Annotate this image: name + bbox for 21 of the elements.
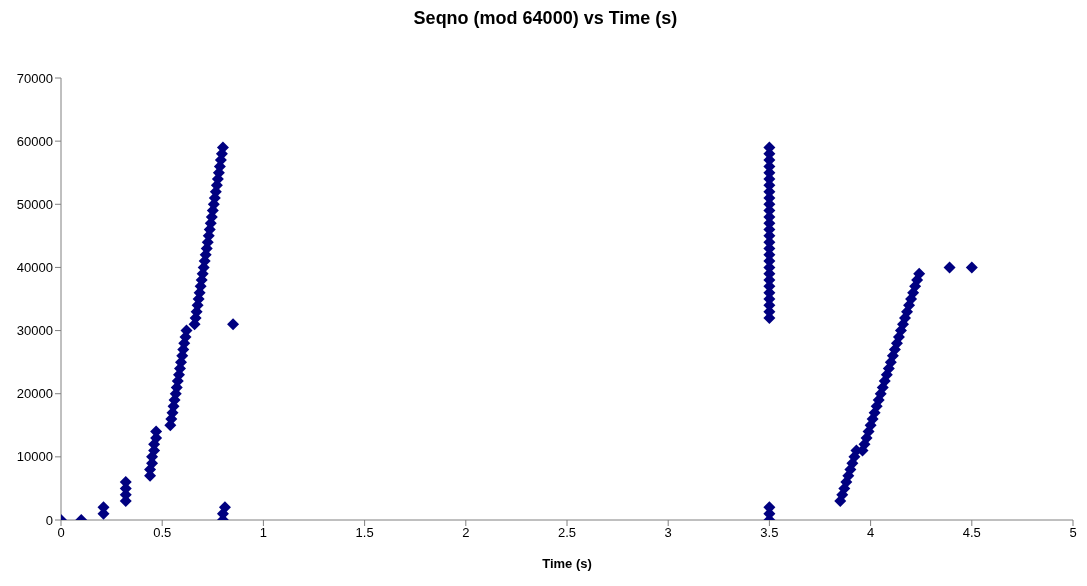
y-tick-label: 20000 (16, 386, 53, 402)
x-tick-label: 0 (57, 525, 65, 541)
x-tick-label: 1 (259, 525, 268, 541)
x-tick-label: 0.5 (153, 525, 172, 541)
x-tick-label: 3 (664, 525, 672, 541)
y-tick-label: 50000 (16, 196, 53, 212)
chart-title: Seqno (mod 64000) vs Time (s) (412, 8, 679, 30)
x-tick-label: 2.5 (557, 525, 577, 541)
x-tick-label: 2 (462, 525, 470, 541)
x-tick-label: 1.5 (355, 525, 374, 541)
y-tick-label: 0 (45, 512, 53, 528)
y-tick-label: 40000 (16, 260, 53, 276)
y-tick-label: 10000 (16, 449, 53, 465)
x-tick-label: 4.5 (962, 525, 981, 541)
x-tick-label: 5 (1069, 525, 1077, 541)
y-tick-label: 30000 (16, 323, 53, 339)
y-tick-label: 60000 (16, 133, 53, 149)
x-axis-title: Time (s) (542, 556, 592, 571)
y-tick-label: 70000 (16, 70, 53, 86)
x-tick-label: 4 (866, 525, 875, 541)
x-tick-label: 3.5 (760, 525, 779, 541)
